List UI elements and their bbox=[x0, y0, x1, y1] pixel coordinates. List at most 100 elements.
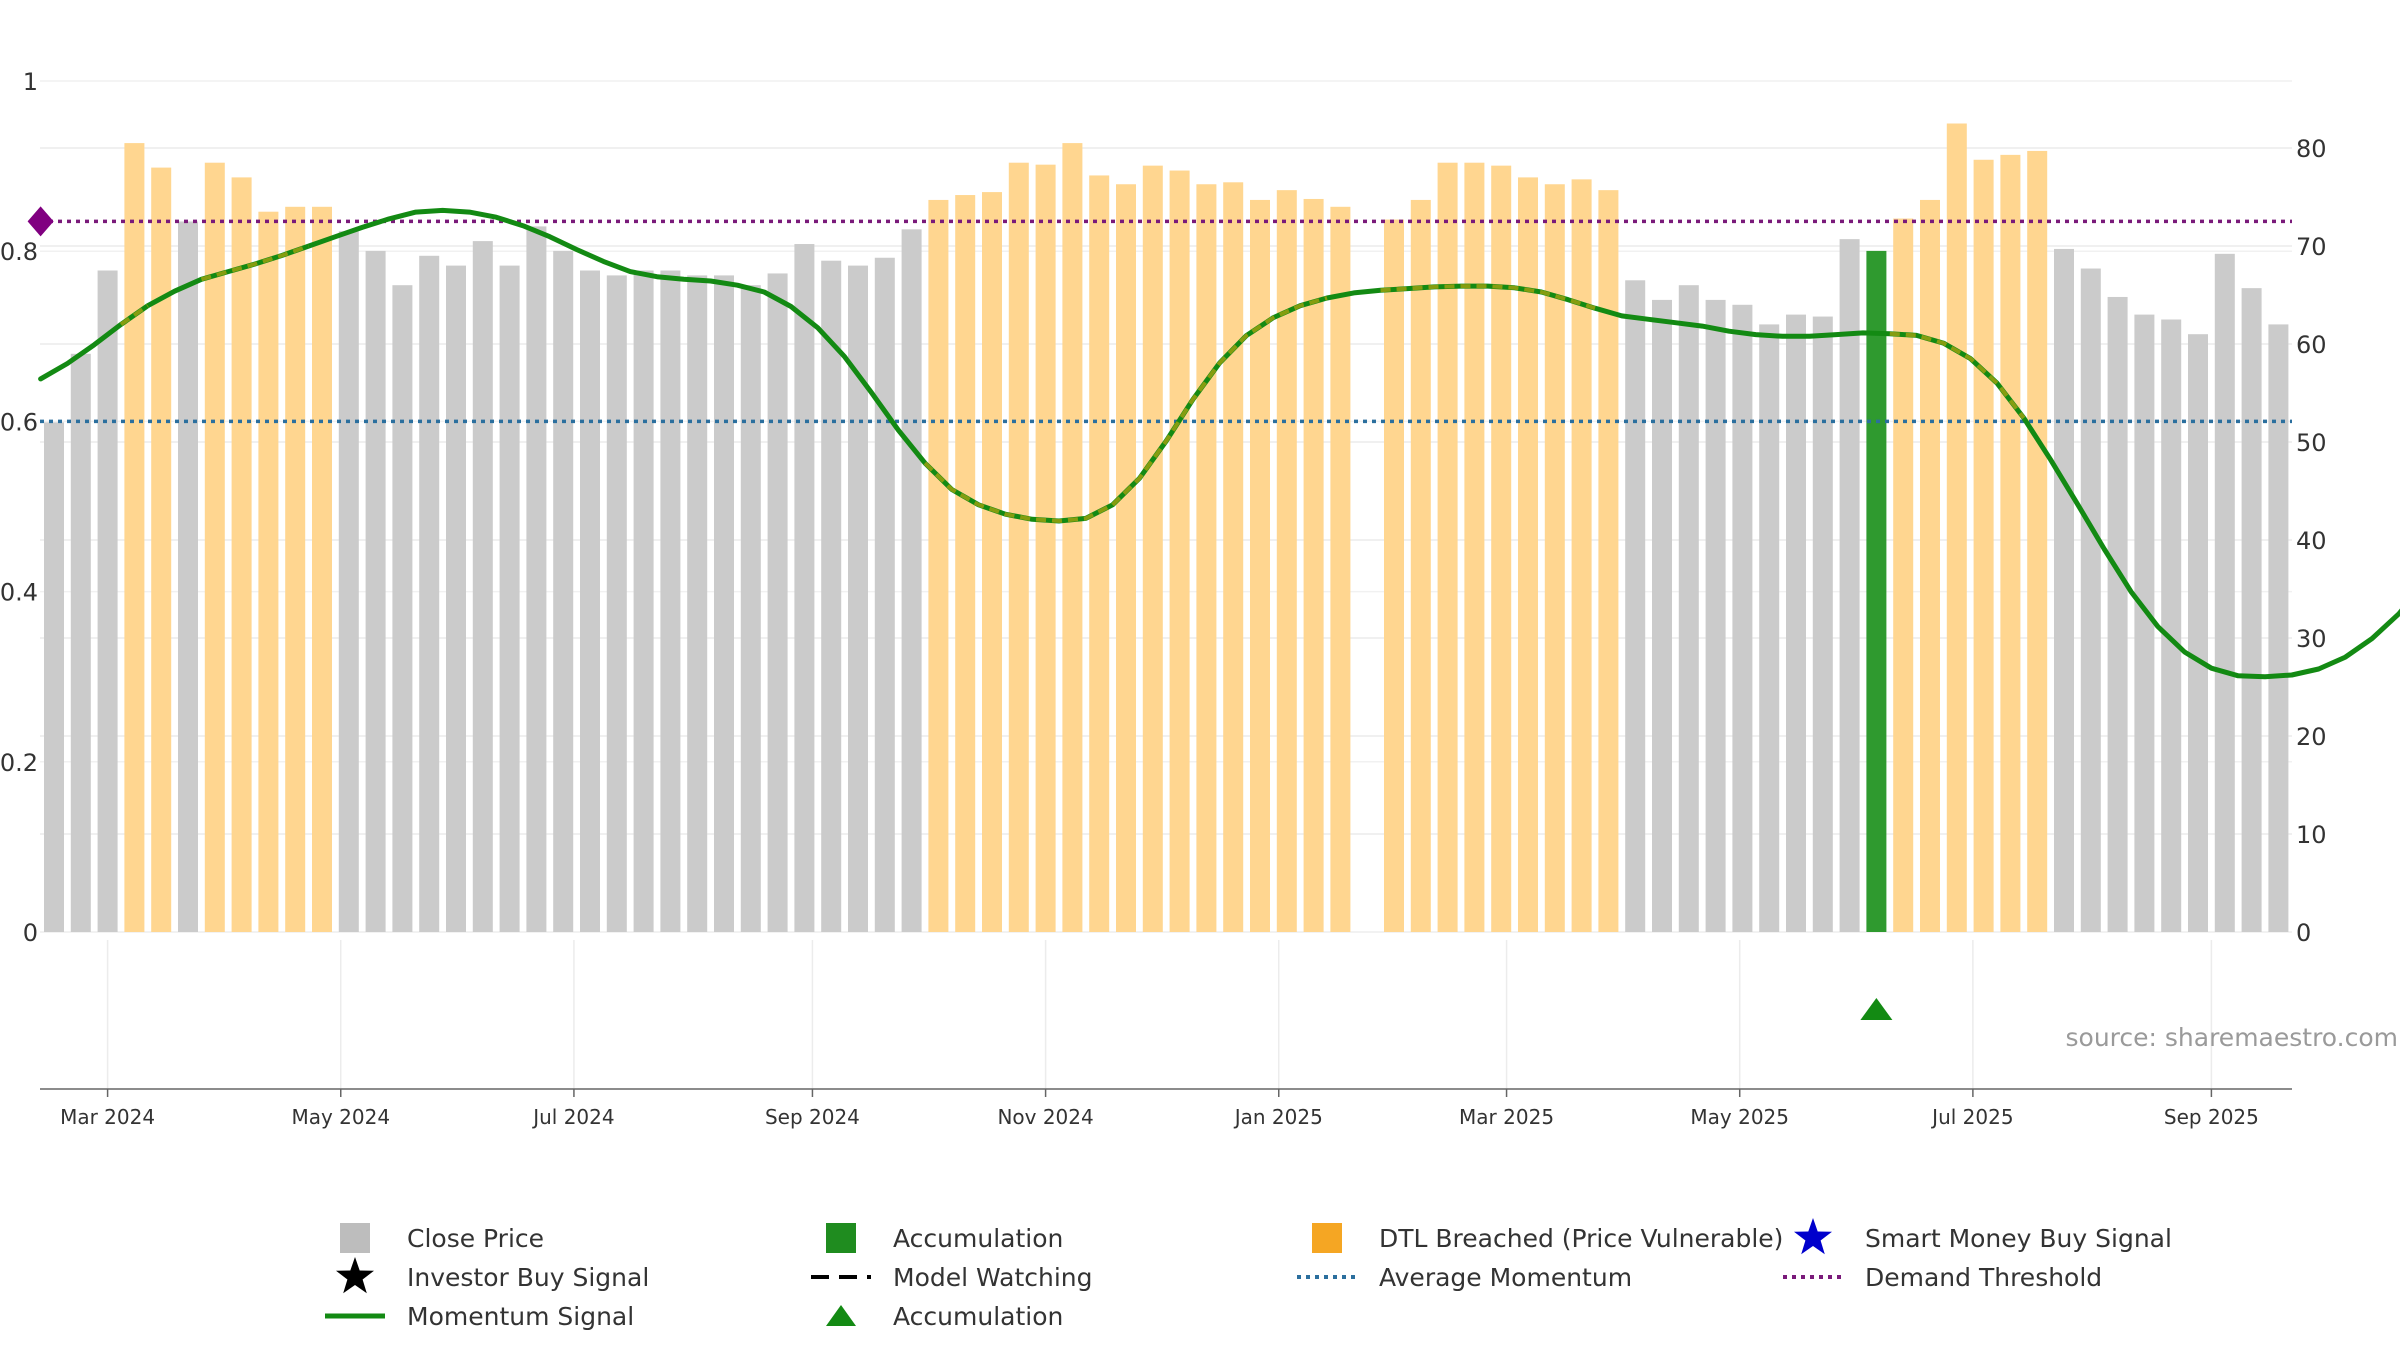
dtl-breached-bar bbox=[312, 206, 332, 933]
close-price-bar bbox=[2080, 268, 2101, 932]
close-price-bar bbox=[2161, 319, 2182, 932]
close-price-bar bbox=[794, 244, 815, 933]
legend-star-icon bbox=[1794, 1218, 1832, 1255]
dtl-breached-bar bbox=[1464, 162, 1485, 932]
legend-label: Average Momentum bbox=[1379, 1263, 1632, 1292]
close-price-bar bbox=[1705, 299, 1726, 932]
close-price-bar bbox=[2188, 334, 2208, 932]
legend-smart-money-buy-signal: Smart Money Buy Signal bbox=[1794, 1218, 2172, 1255]
y-left-tick-label: 1 bbox=[23, 68, 38, 96]
legend-accumulation: Accumulation bbox=[826, 1302, 1063, 1331]
dtl-breached-bar bbox=[124, 143, 145, 933]
y-right-tick-label: 70 bbox=[2296, 233, 2327, 261]
x-tick-label: May 2025 bbox=[1690, 1105, 1789, 1129]
y-left-tick-label: 0.8 bbox=[0, 238, 38, 266]
x-tick-label: Jul 2025 bbox=[1930, 1105, 2013, 1129]
dtl-breached-bar bbox=[1518, 177, 1538, 932]
legend-accumulation: Accumulation bbox=[826, 1223, 1063, 1253]
close-price-bar bbox=[901, 229, 922, 933]
close-price-bar bbox=[740, 285, 761, 932]
close-price-bar bbox=[526, 226, 547, 932]
dtl-breached-bar bbox=[928, 199, 949, 932]
y-right-tick-label: 30 bbox=[2296, 625, 2327, 653]
dtl-breached-bar bbox=[1116, 184, 1136, 932]
close-price-bar bbox=[1786, 314, 1806, 933]
close-price-bar bbox=[2134, 314, 2155, 933]
dtl-breached-bar bbox=[1089, 175, 1110, 932]
close-price-bar bbox=[338, 231, 359, 933]
dtl-breached-bar bbox=[982, 192, 1002, 933]
close-price-bar bbox=[606, 275, 627, 932]
legend-swatch bbox=[1312, 1223, 1342, 1253]
close-price-bar bbox=[2241, 288, 2262, 932]
close-price-bar bbox=[660, 270, 681, 932]
dtl-breached-bar bbox=[258, 211, 279, 932]
dtl-breached-bar bbox=[1223, 182, 1244, 933]
x-tick-label: Jan 2025 bbox=[1233, 1105, 1323, 1129]
y-left-tick-label: 0.4 bbox=[0, 579, 38, 607]
legend-investor-buy-signal: Investor Buy Signal bbox=[336, 1257, 649, 1294]
close-price-bar bbox=[1812, 316, 1833, 932]
dtl-breached-bar bbox=[1920, 199, 1940, 932]
close-price-bar bbox=[687, 275, 708, 932]
legend-close-price: Close Price bbox=[340, 1223, 544, 1253]
accumulation-bar bbox=[1866, 250, 1887, 932]
close-price-bar bbox=[1625, 280, 1646, 932]
momentum-signal-highlight bbox=[200, 244, 310, 282]
source-watermark: source: sharemaestro.com bbox=[2066, 1023, 2399, 1052]
dtl-breached-bar bbox=[2027, 150, 2048, 932]
y-left-tick-label: 0 bbox=[23, 919, 38, 947]
close-price-bar bbox=[178, 221, 198, 932]
momentum-signal-line bbox=[38, 207, 2400, 680]
dtl-breached-bar bbox=[1062, 143, 1083, 933]
close-price-bar bbox=[419, 255, 440, 933]
x-tick-label: Mar 2024 bbox=[60, 1105, 155, 1129]
dtl-breached-bar bbox=[1169, 170, 1190, 933]
close-price-bar bbox=[1839, 239, 1860, 932]
y-right-tick-label: 0 bbox=[2296, 919, 2311, 947]
legend-label: Investor Buy Signal bbox=[407, 1263, 649, 1292]
dtl-breached-bar bbox=[151, 167, 172, 933]
close-price-bar bbox=[2214, 253, 2235, 933]
close-price-bar bbox=[70, 353, 91, 932]
close-price-bar bbox=[767, 273, 788, 932]
lines bbox=[27, 206, 2400, 1020]
x-tick-label: Nov 2024 bbox=[997, 1105, 1093, 1129]
dtl-breached-bar bbox=[1544, 184, 1565, 932]
legend-model-watching: Model Watching bbox=[811, 1263, 1093, 1292]
close-price-bar bbox=[821, 260, 842, 932]
dtl-breached-bar bbox=[231, 177, 252, 932]
close-price-bar bbox=[1732, 304, 1753, 932]
dtl-breached-bar bbox=[285, 206, 306, 933]
y-left-tick-label: 0.2 bbox=[0, 749, 38, 777]
legend-label: Accumulation bbox=[893, 1302, 1063, 1331]
y-right-tick-label: 60 bbox=[2296, 331, 2327, 359]
dtl-breached-bar bbox=[1410, 199, 1431, 932]
dtl-breached-bar bbox=[1008, 162, 1029, 932]
dtl-breached-bar bbox=[1035, 164, 1056, 932]
legend-star-icon bbox=[336, 1257, 374, 1294]
demand-threshold-marker bbox=[27, 206, 54, 237]
close-price-bar bbox=[2268, 324, 2289, 932]
dtl-breached-bar bbox=[1276, 190, 1297, 932]
momentum-signal-highlight bbox=[1380, 284, 1596, 311]
momentum-signal-highlight bbox=[1889, 331, 2026, 420]
close-price-bar bbox=[580, 270, 600, 932]
x-tick-label: Mar 2025 bbox=[1459, 1105, 1554, 1129]
close-price-bar bbox=[472, 241, 493, 933]
close-price-bar bbox=[392, 285, 413, 932]
dtl-breached-bar bbox=[2000, 154, 2021, 933]
dtl-breached-bar bbox=[1196, 184, 1217, 932]
dtl-breached-bar bbox=[1437, 162, 1458, 932]
close-price-bar bbox=[2107, 296, 2128, 933]
close-price-bar bbox=[1678, 285, 1699, 932]
dtl-breached-bar bbox=[1142, 165, 1163, 932]
close-price-bar bbox=[848, 265, 868, 933]
legend-triangle-icon bbox=[826, 1305, 856, 1326]
y-left-tick-label: 0.6 bbox=[0, 408, 38, 436]
dtl-breached-bar bbox=[1491, 165, 1512, 932]
legend-demand-threshold: Demand Threshold bbox=[1783, 1263, 2102, 1292]
x-tick-label: Sep 2024 bbox=[765, 1105, 860, 1129]
legend-dtl-breached-price-vulnerable: DTL Breached (Price Vulnerable) bbox=[1312, 1223, 1783, 1253]
